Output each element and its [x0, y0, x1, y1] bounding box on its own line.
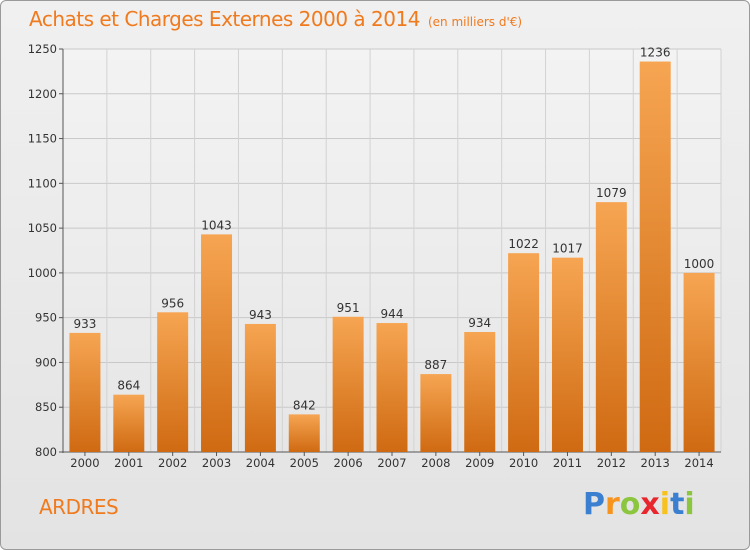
bar-layer — [69, 61, 715, 452]
chart-title: Achats et Charges Externes 2000 à 2014 (e… — [29, 7, 522, 31]
x-tick-label: 2002 — [158, 456, 187, 470]
logo-letter: x — [640, 487, 660, 522]
y-tick-label: 1150 — [28, 132, 57, 146]
x-tick-label: 2009 — [465, 456, 494, 470]
y-tick-label: 850 — [35, 400, 57, 414]
bar-2004 — [244, 323, 276, 452]
data-label-2004: 943 — [249, 308, 272, 322]
logo-letter: i — [659, 487, 671, 522]
data-label-2006: 951 — [337, 301, 360, 315]
x-tick-label: 2012 — [597, 456, 626, 470]
y-tick-label: 1200 — [28, 87, 57, 101]
data-label-2011: 1017 — [552, 242, 583, 256]
data-label-2007: 944 — [381, 307, 404, 321]
x-tick-label: 2001 — [114, 456, 143, 470]
x-tick-label: 2005 — [290, 456, 319, 470]
y-tick-label: 950 — [35, 311, 57, 325]
y-tick-label: 1250 — [28, 42, 57, 56]
data-label-2002: 956 — [161, 296, 184, 310]
label-layer: 933 864 956 1043 943 842 951 944 887 934 1022 1017 1… — [73, 46, 714, 413]
chart-title-text: Achats et Charges Externes 2000 à 2014 — [29, 7, 420, 31]
proxiti-logo: Proxiti — [583, 487, 695, 522]
x-tick-label: 2003 — [202, 456, 231, 470]
x-tick-label: 2000 — [70, 456, 99, 470]
logo-letter: r — [605, 487, 620, 522]
y-tick-label: 900 — [35, 355, 57, 369]
logo-letter: o — [619, 487, 641, 522]
x-tick-label: 2013 — [641, 456, 670, 470]
bar-2000 — [69, 332, 101, 452]
data-label-2005: 842 — [293, 398, 316, 412]
x-tick-label: 2004 — [246, 456, 275, 470]
bar-2013 — [639, 61, 671, 452]
y-tick-label: 800 — [35, 445, 57, 459]
logo-letter: P — [583, 487, 605, 522]
logo-letter: i — [684, 487, 695, 522]
data-label-2009: 934 — [468, 316, 491, 330]
bar-2011 — [551, 257, 583, 452]
data-label-2008: 887 — [424, 358, 447, 372]
bar-2002 — [157, 312, 189, 452]
bar-2006 — [332, 316, 364, 452]
bar-2001 — [113, 394, 145, 452]
x-tick-label: 2008 — [421, 456, 450, 470]
data-label-2001: 864 — [117, 379, 140, 393]
bar-2003 — [201, 234, 233, 452]
bar-2005 — [288, 414, 320, 452]
bar-2009 — [464, 331, 496, 452]
data-label-2000: 933 — [73, 317, 96, 331]
logo-letter: t — [670, 487, 685, 522]
x-tick-label: 2006 — [333, 456, 362, 470]
data-label-2003: 1043 — [201, 218, 232, 232]
x-tick-label: 2010 — [509, 456, 538, 470]
x-tick-label: 2011 — [553, 456, 582, 470]
bar-2012 — [595, 202, 627, 452]
location-label: ARDRES — [39, 495, 119, 519]
data-label-2013: 1236 — [640, 46, 671, 60]
bar-2010 — [508, 253, 540, 452]
bar-2007 — [376, 323, 408, 452]
data-label-2014: 1000 — [684, 257, 715, 271]
axis-layer: 800 850 900 950 1000 1050 1100 1150 1200 1250 2000… — [28, 42, 721, 470]
chart-subtitle: (en milliers d'€) — [427, 15, 523, 29]
y-tick-label: 1100 — [28, 176, 57, 190]
y-tick-label: 1050 — [28, 221, 57, 235]
x-tick-label: 2014 — [684, 456, 713, 470]
bar-2014 — [683, 272, 715, 452]
x-tick-label: 2007 — [377, 456, 406, 470]
data-label-2010: 1022 — [508, 237, 539, 251]
bar-2008 — [420, 374, 452, 452]
y-tick-label: 1000 — [28, 266, 57, 280]
data-label-2012: 1079 — [596, 186, 627, 200]
